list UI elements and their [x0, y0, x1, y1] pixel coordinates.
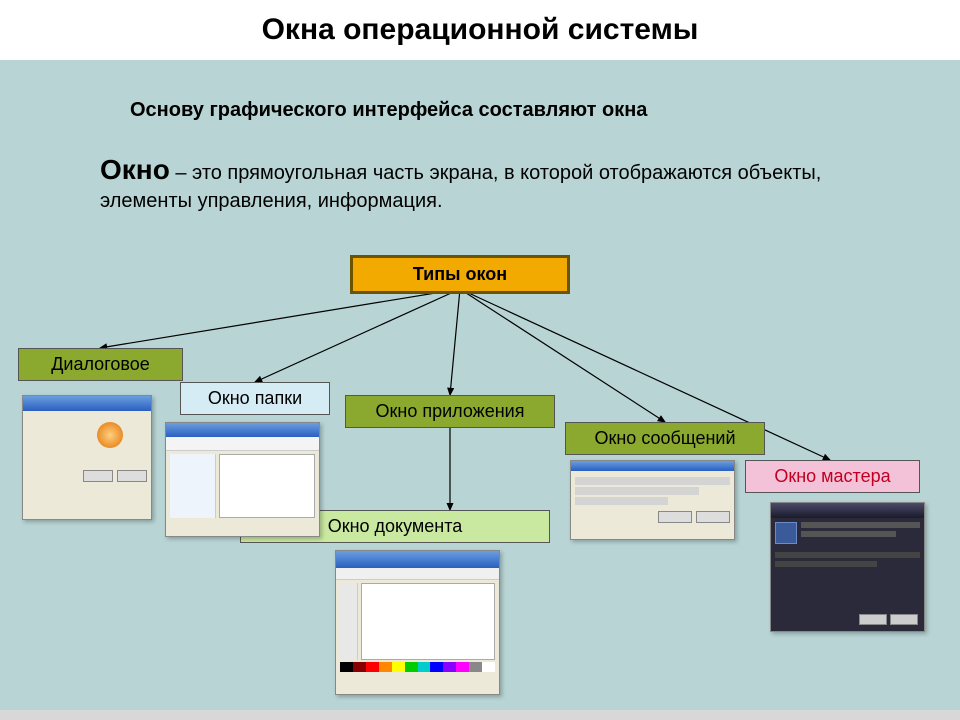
node-message: Окно сообщений [565, 422, 765, 455]
definition-term: Окно [100, 154, 170, 185]
root-node-types: Типы окон [350, 255, 570, 294]
subtitle-text: Основу графического интерфейса составляю… [130, 98, 830, 122]
thumbnail-th-message [570, 460, 735, 540]
title-bar: Окна операционной системы [0, 0, 960, 60]
node-wizard: Окно мастера [745, 460, 920, 493]
node-dialog: Диалоговое [18, 348, 183, 381]
node-app: Окно приложения [345, 395, 555, 428]
thumbnail-th-folder [165, 422, 320, 537]
content-area: Основу графического интерфейса составляю… [0, 60, 960, 710]
thumbnail-th-dialog [22, 395, 152, 520]
thumbnail-th-document [335, 550, 500, 695]
node-folder: Окно папки [180, 382, 330, 415]
definition-text: Окно – это прямоугольная часть экрана, в… [100, 152, 860, 214]
page-title: Окна операционной системы [262, 13, 699, 47]
definition-body: – это прямоугольная часть экрана, в кото… [100, 162, 821, 212]
thumbnail-th-wizard [770, 502, 925, 632]
